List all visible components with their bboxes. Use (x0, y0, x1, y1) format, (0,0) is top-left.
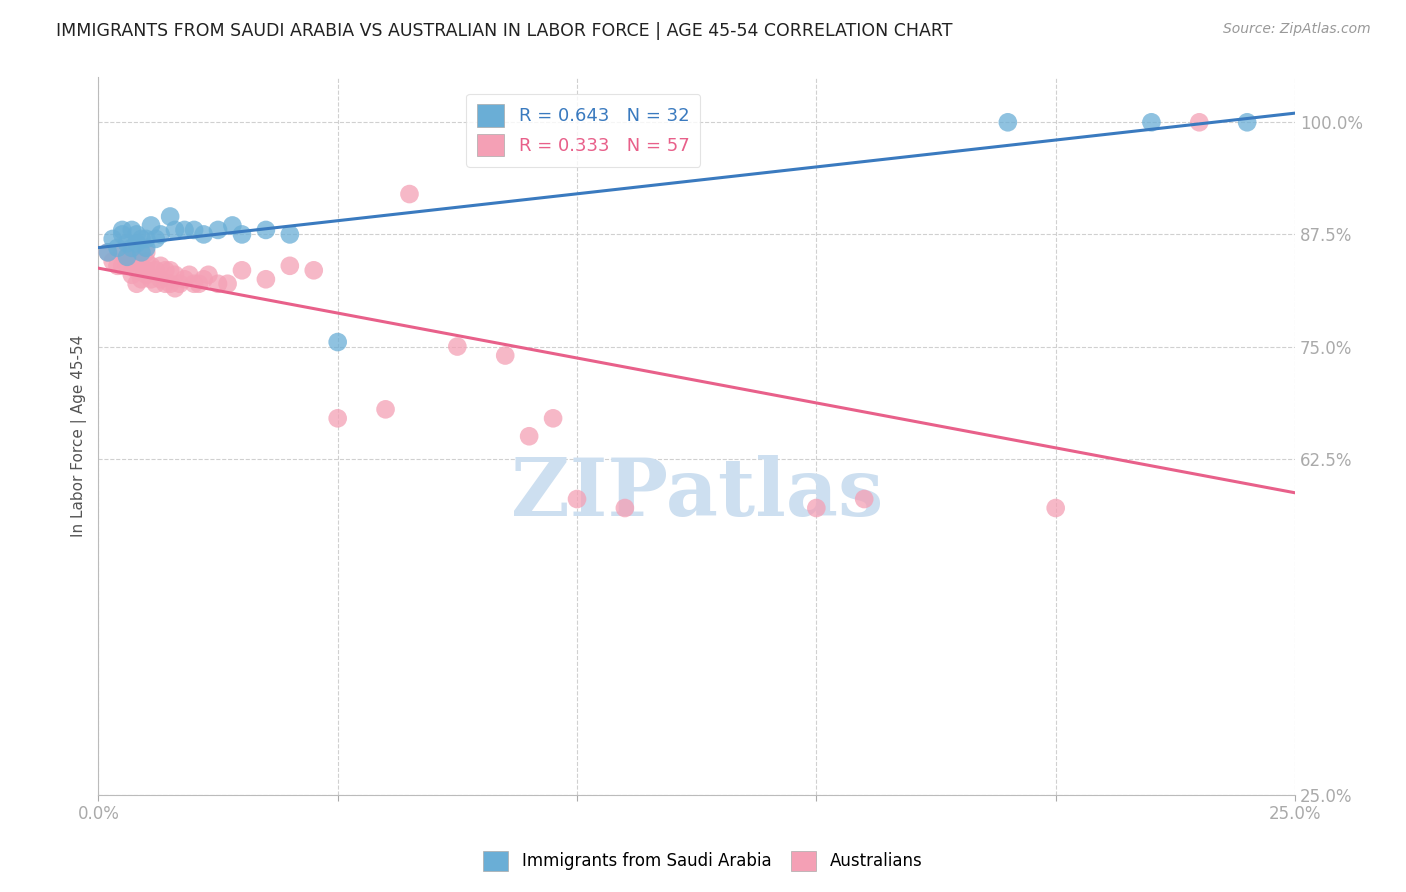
Point (115, 259, 138, 273)
Point (183, 223, 205, 237)
Legend: R = 0.643   N = 32, R = 0.333   N = 57: R = 0.643 N = 32, R = 0.333 N = 57 (467, 94, 700, 167)
Point (97, 245, 120, 260)
Point (139, 259, 162, 273)
Point (111, 245, 134, 260)
Point (139, 272, 162, 286)
Point (121, 241, 143, 255)
Point (125, 236, 148, 251)
Point (254, 272, 277, 286)
Point (115, 250, 138, 264)
Point (326, 411, 349, 425)
Point (231, 263, 253, 277)
Point (135, 254, 157, 268)
Point (1140, 115, 1163, 129)
Point (173, 272, 195, 286)
Point (145, 263, 167, 277)
Point (806, 501, 828, 516)
Point (121, 223, 143, 237)
Point (111, 227, 134, 242)
Point (145, 277, 167, 291)
Point (197, 268, 219, 282)
Point (173, 223, 195, 237)
Point (163, 281, 186, 295)
Point (111, 223, 134, 237)
Point (302, 263, 325, 277)
Text: IMMIGRANTS FROM SAUDI ARABIA VS AUSTRALIAN IN LABOR FORCE | AGE 45-54 CORRELATIO: IMMIGRANTS FROM SAUDI ARABIA VS AUSTRALI… (56, 22, 953, 40)
Point (131, 232, 153, 246)
Point (125, 227, 148, 242)
Point (135, 245, 157, 260)
Point (183, 277, 205, 291)
Point (254, 223, 277, 237)
Point (446, 340, 468, 354)
Point (149, 259, 172, 273)
Point (135, 268, 157, 282)
Point (1045, 501, 1067, 516)
Point (115, 250, 138, 264)
Point (145, 232, 167, 246)
Point (139, 219, 162, 233)
Point (853, 491, 876, 506)
Point (997, 115, 1019, 129)
Point (111, 259, 134, 273)
Point (155, 263, 177, 277)
Point (494, 349, 516, 363)
Point (159, 210, 181, 224)
Point (163, 268, 186, 282)
Point (135, 241, 157, 255)
Point (231, 227, 253, 242)
Point (207, 223, 229, 237)
Point (1236, 115, 1258, 129)
Point (541, 411, 564, 425)
Y-axis label: In Labor Force | Age 45-54: In Labor Force | Age 45-54 (72, 335, 87, 537)
Point (131, 245, 153, 260)
Point (187, 277, 209, 291)
Point (1188, 115, 1211, 129)
Point (135, 263, 157, 277)
Point (125, 263, 148, 277)
Point (159, 263, 181, 277)
Point (193, 272, 215, 286)
Point (101, 232, 124, 246)
Point (613, 501, 636, 516)
Point (149, 272, 172, 286)
Point (398, 187, 420, 202)
Point (155, 277, 177, 291)
Point (207, 277, 229, 291)
Point (278, 227, 301, 242)
Point (125, 277, 148, 291)
Point (131, 272, 153, 286)
Point (131, 259, 153, 273)
Point (565, 491, 588, 506)
Point (121, 254, 143, 268)
Point (221, 219, 243, 233)
Point (326, 334, 349, 349)
Point (169, 277, 191, 291)
Point (121, 245, 143, 260)
Point (159, 277, 181, 291)
Point (163, 223, 186, 237)
Legend: Immigrants from Saudi Arabia, Australians: Immigrants from Saudi Arabia, Australian… (475, 842, 931, 880)
Point (115, 236, 138, 251)
Point (107, 241, 129, 255)
Point (193, 227, 215, 242)
Point (97, 245, 120, 260)
Point (179, 268, 201, 282)
Point (517, 429, 540, 443)
Point (149, 227, 172, 242)
Point (101, 254, 124, 268)
Text: Source: ZipAtlas.com: Source: ZipAtlas.com (1223, 22, 1371, 37)
Point (217, 277, 239, 291)
Text: ZIPatlas: ZIPatlas (510, 455, 883, 533)
Point (374, 402, 396, 417)
Point (125, 254, 148, 268)
Point (121, 268, 143, 282)
Point (107, 259, 129, 273)
Point (135, 232, 157, 246)
Point (278, 259, 301, 273)
